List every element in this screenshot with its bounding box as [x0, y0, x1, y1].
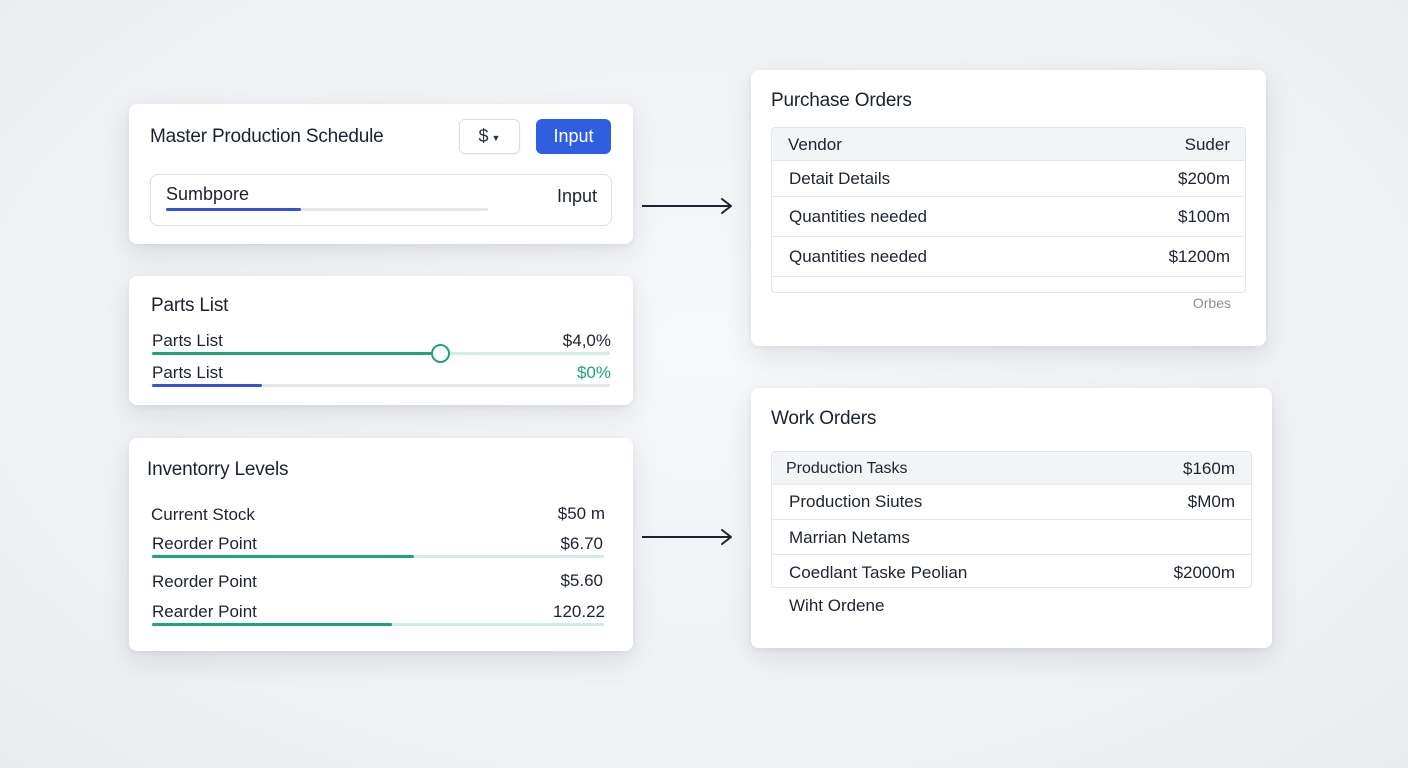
arrow-right-icon: [642, 529, 732, 545]
master-production-schedule-card: Master Production Schedule $ ▼ Input Sum…: [129, 104, 633, 244]
parts-row-label: Parts List: [152, 363, 223, 382]
inventory-row-label: Reorder Point: [152, 534, 257, 553]
input-button[interactable]: Input: [536, 119, 611, 154]
parts-progress-track: [152, 384, 610, 387]
table-row[interactable]: Detait Details $200m: [772, 161, 1245, 197]
column-header-suder[interactable]: Suder: [1184, 135, 1230, 154]
table-row[interactable]: Quantities needed $100m: [772, 197, 1245, 237]
table-row[interactable]: Production Siutes $M0m: [772, 485, 1251, 520]
inventory-row-value: $6.70: [560, 534, 603, 553]
table-header-row: Production Tasks $160m: [772, 452, 1251, 485]
table-cell: Marrian Netams: [789, 528, 910, 547]
parts-row-label: Parts List: [152, 331, 223, 350]
table-cell: Quantities needed: [789, 207, 927, 226]
work-orders-table: Production Tasks $160m Production Siutes…: [771, 451, 1252, 588]
table-cell: Coedlant Taske Peolian: [789, 563, 968, 582]
parts-list-title: Parts List: [151, 295, 229, 316]
sumbpore-progress-fill: [166, 208, 302, 211]
work-orders-title: Work Orders: [771, 408, 877, 429]
table-cell: $M0m: [1187, 492, 1235, 511]
parts-list-card: Parts List Parts List $4,0% Parts List $…: [129, 276, 633, 405]
table-cell: $100m: [1178, 207, 1230, 226]
table-cell: $1200m: [1168, 247, 1230, 266]
sumbpore-field[interactable]: Sumbpore Input: [150, 174, 612, 226]
mps-title: Master Production Schedule: [150, 126, 384, 147]
caret-down-icon: ▼: [491, 132, 501, 143]
table-cell: $200m: [1178, 169, 1230, 188]
inventory-progress-fill: [152, 623, 392, 626]
sumbpore-field-label: Sumbpore: [166, 184, 250, 204]
inventory-levels-title: Inventorry Levels: [147, 459, 289, 480]
inventory-row-value: $50 m: [557, 504, 605, 523]
inventory-progress-track: [152, 555, 604, 558]
arrow-right-icon: [642, 198, 732, 214]
currency-select[interactable]: $ ▼: [459, 119, 520, 154]
inventory-row-value: 120.22: [553, 602, 605, 621]
purchase-orders-table: Vendor Suder Detait Details $200m Quanti…: [771, 127, 1246, 293]
purchase-orders-title: Purchase Orders: [771, 90, 912, 111]
inventory-row-label: Reorder Point: [152, 572, 257, 591]
orders-link[interactable]: Orbes: [1192, 295, 1231, 311]
inventory-row-value: $5.60: [560, 571, 603, 590]
inventory-row-label: Current Stock: [151, 505, 255, 524]
sumbpore-progress-track: [166, 208, 488, 211]
table-cell: $2000m: [1173, 563, 1235, 582]
work-orders-card: Work Orders Production Tasks $160m Produ…: [751, 388, 1272, 648]
parts-row-value: $4,0%: [562, 331, 611, 350]
column-header-vendor[interactable]: Vendor: [788, 135, 842, 154]
parts-progress-fill: [152, 384, 262, 387]
inventory-progress-fill: [152, 555, 415, 558]
parts-row-value: $0%: [576, 363, 611, 382]
table-row[interactable]: Marrian Netams: [772, 520, 1251, 555]
inventory-progress-track: [152, 623, 604, 626]
parts-slider-track[interactable]: [152, 352, 610, 355]
sumbpore-input-label[interactable]: Input: [556, 186, 597, 206]
table-header-row: Vendor Suder: [772, 128, 1245, 161]
inventory-row-label: Rearder Point: [152, 602, 257, 621]
work-orders-footer-link[interactable]: Wiht Ordene: [789, 596, 885, 615]
inventory-levels-card: Inventorry Levels Current Stock $50 m Re…: [129, 438, 633, 651]
column-header-production-tasks[interactable]: Production Tasks: [786, 460, 908, 477]
column-header-value[interactable]: $160m: [1183, 459, 1235, 478]
currency-select-value: $: [478, 126, 489, 146]
table-row[interactable]: Quantities needed $1200m: [772, 237, 1245, 277]
table-cell: Production Siutes: [789, 492, 923, 511]
parts-slider-handle[interactable]: [431, 344, 451, 363]
parts-slider-fill: [152, 352, 441, 355]
table-row[interactable]: Coedlant Taske Peolian $2000m: [772, 555, 1251, 587]
table-cell: Quantities needed: [789, 247, 927, 266]
purchase-orders-card: Purchase Orders Vendor Suder Detait Deta…: [751, 70, 1266, 346]
table-cell: Detait Details: [789, 169, 891, 188]
